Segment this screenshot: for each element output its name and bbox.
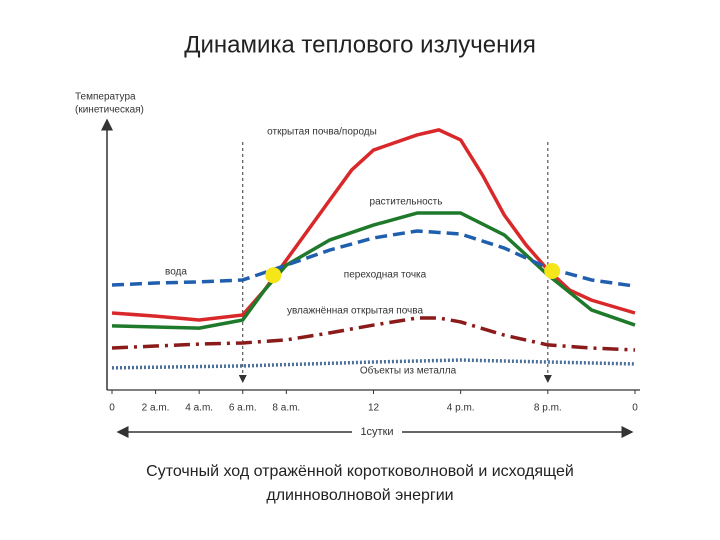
series-line [111, 316, 636, 352]
series-line [111, 358, 636, 370]
x-tick-label: 4 p.m. [447, 403, 475, 414]
series-label: увлажнённая открытая почва [287, 306, 423, 317]
crossover-point [544, 263, 561, 279]
series-label: Объекты из металла [360, 365, 457, 377]
duration-label: 1сутки [360, 426, 393, 438]
x-tick-label: 8 p.m. [534, 403, 562, 414]
series-label: открытая почва/породы [267, 127, 377, 138]
caption: длинноволновой энергии [266, 487, 453, 504]
x-tick-label: 0 [632, 403, 638, 414]
y-axis-label: Температура [75, 92, 136, 103]
crossover-label: переходная точка [344, 270, 427, 281]
crossover-point [265, 267, 282, 284]
x-tick-label: 0 [109, 403, 115, 414]
caption: Суточный ход отражённой коротковолновой … [146, 463, 574, 480]
label-bg [352, 424, 402, 440]
series-label: растительность [370, 197, 443, 208]
x-tick-label: 2 a.m. [142, 403, 170, 414]
x-tick-label: 6 a.m. [229, 403, 257, 414]
y-axis-label: (кинетическая) [75, 105, 144, 116]
series-line [111, 211, 636, 330]
chart-background [72, 88, 640, 438]
slide-title: Динамика теплового излучения [184, 31, 536, 58]
series-label: вода [165, 267, 187, 278]
x-tick-label: 8 a.m. [272, 403, 300, 414]
x-tick-label: 4 a.m. [185, 403, 213, 414]
x-tick-label: 12 [368, 403, 380, 414]
